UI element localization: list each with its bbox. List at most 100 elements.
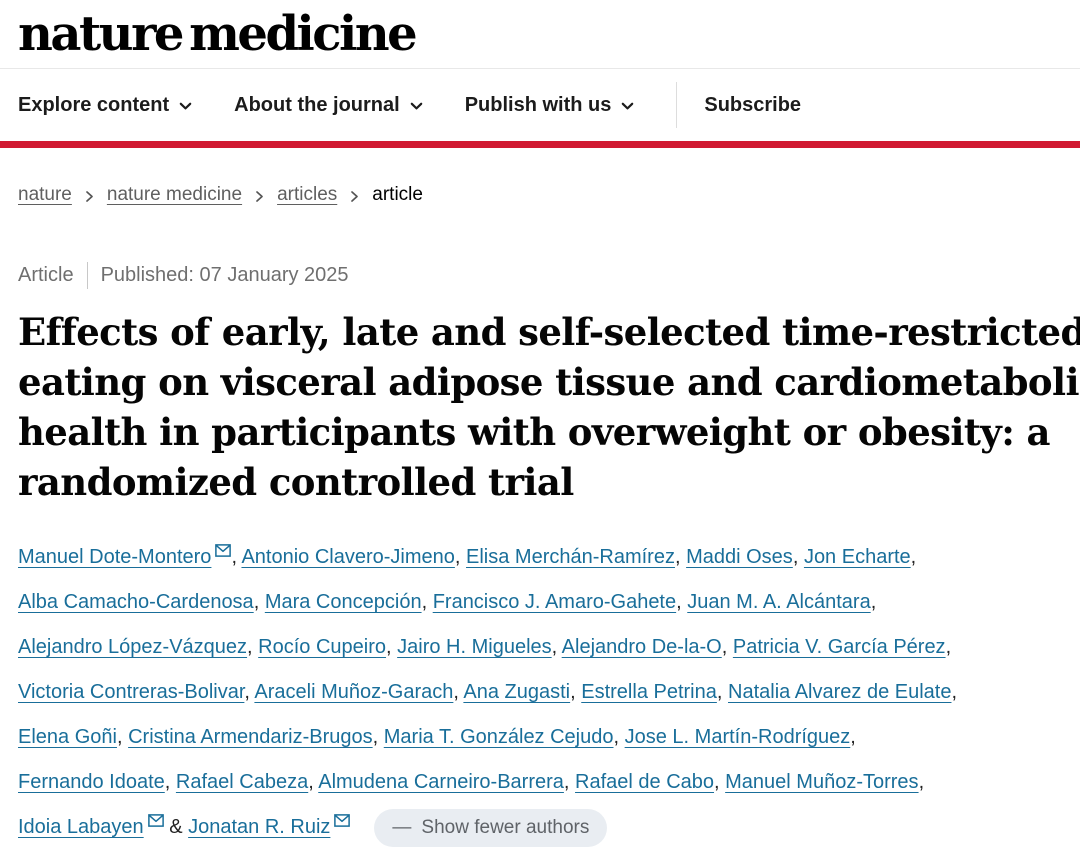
breadcrumb-item-nature[interactable]: nature bbox=[18, 184, 72, 205]
collapse-dash: — bbox=[392, 816, 412, 838]
author-separator: , bbox=[308, 771, 319, 793]
author-link-idoia-labayen[interactable]: Idoia Labayen bbox=[18, 816, 144, 838]
author-link-almudena-carneiro-barrera[interactable]: Almudena Carneiro-Barrera bbox=[318, 771, 564, 793]
article-title: Effects of early, late and self-selected… bbox=[18, 307, 1080, 507]
author-separator: , bbox=[945, 636, 952, 658]
author-link-estrella-petrina[interactable]: Estrella Petrina bbox=[581, 681, 717, 703]
author-separator: , bbox=[164, 771, 176, 793]
breadcrumb-separator-icon bbox=[255, 190, 264, 203]
article-meta: Article Published: 07 January 2025 bbox=[18, 262, 1062, 289]
breadcrumb-item-articles[interactable]: articles bbox=[277, 184, 338, 205]
breadcrumb: nature nature medicine articles article bbox=[18, 184, 1062, 206]
breadcrumb-item-nature-medicine[interactable]: nature medicine bbox=[106, 184, 243, 205]
author-separator: , bbox=[613, 726, 625, 748]
author-separator: , bbox=[792, 546, 804, 568]
author-link-manuel-mu-oz-torres[interactable]: Manuel Muñoz-Torres bbox=[725, 771, 919, 793]
author-link-natalia-alvarez-de-eulate[interactable]: Natalia Alvarez de Eulate bbox=[728, 681, 952, 703]
chevron-down-icon bbox=[621, 102, 634, 111]
author-link-manuel-dote-montero[interactable]: Manuel Dote-Montero bbox=[18, 546, 212, 568]
author-separator: , bbox=[918, 771, 925, 793]
article-title-line: health in participants with overweight o… bbox=[18, 410, 1051, 454]
author-link-jairo-h-migueles[interactable]: Jairo H. Migueles bbox=[397, 636, 552, 658]
author-separator: , bbox=[253, 591, 265, 613]
author-link-elena-go-i[interactable]: Elena Goñi bbox=[18, 726, 117, 748]
author-link-francisco-j-amaro-gahete[interactable]: Francisco J. Amaro-Gahete bbox=[432, 591, 677, 613]
article-type-label: Article bbox=[18, 264, 74, 286]
author-link-araceli-mu-oz-garach[interactable]: Araceli Muñoz-Garach bbox=[254, 681, 454, 703]
authors-block: Manuel Dote-Montero, Antonio Clavero-Jim… bbox=[18, 535, 1062, 850]
author-separator: , bbox=[951, 681, 958, 703]
author-separator: , bbox=[676, 591, 688, 613]
nav-item-publish-with-us[interactable]: Publish with us bbox=[465, 94, 635, 117]
show-fewer-label: Show fewer authors bbox=[421, 816, 590, 838]
brand-red-bar bbox=[0, 141, 1080, 148]
author-separator: , bbox=[563, 771, 576, 793]
email-icon[interactable] bbox=[215, 544, 232, 557]
author-separator: , bbox=[244, 681, 255, 703]
author-separator: , bbox=[716, 681, 728, 703]
author-link-antonio-clavero-jimeno[interactable]: Antonio Clavero-Jimeno bbox=[241, 546, 455, 568]
author-link-alba-camacho-cardenosa[interactable]: Alba Camacho-Cardenosa bbox=[18, 591, 254, 613]
author-separator: , bbox=[870, 591, 877, 613]
site-header: nature medicine Explore content About the… bbox=[0, 0, 1080, 148]
author-separator: , bbox=[910, 546, 917, 568]
author-separator: , bbox=[674, 546, 687, 568]
author-separator: , bbox=[551, 636, 562, 658]
article-title-line: Effects of early, late and self-selected… bbox=[18, 310, 1080, 354]
author-list: Manuel Dote-Montero, Antonio Clavero-Jim… bbox=[18, 544, 958, 838]
nav-item-subscribe[interactable]: Subscribe bbox=[704, 93, 802, 116]
author-link-maria-t-gonz-lez-cejudo[interactable]: Maria T. González Cejudo bbox=[383, 726, 614, 748]
article-title-line: eating on visceral adipose tissue and ca… bbox=[18, 360, 1080, 404]
author-separator: , bbox=[453, 681, 464, 703]
author-separator: , bbox=[570, 681, 582, 703]
author-separator: , bbox=[850, 726, 856, 748]
author-separator: , bbox=[714, 771, 726, 793]
author-separator: & bbox=[163, 816, 189, 838]
article-page: nature nature medicine articles article Art… bbox=[0, 184, 1080, 850]
author-link-rafael-cabeza[interactable]: Rafael Cabeza bbox=[175, 771, 309, 793]
author-link-cristina-armendariz-brugos[interactable]: Cristina Armendariz-Brugos bbox=[128, 726, 373, 748]
meta-divider bbox=[86, 262, 88, 289]
author-link-jon-echarte[interactable]: Jon Echarte bbox=[803, 546, 911, 568]
author-link-jose-l-mart-n-rodr-guez[interactable]: Jose L. Martín-Rodríguez bbox=[624, 726, 851, 748]
author-link-rafael-de-cabo[interactable]: Rafael de Cabo bbox=[575, 771, 715, 793]
author-link-mara-concepci-n[interactable]: Mara Concepción bbox=[264, 591, 422, 613]
author-link-jonatan-r-ruiz[interactable]: Jonatan R. Ruiz bbox=[188, 816, 331, 838]
nav-item-explore-content[interactable]: Explore content bbox=[18, 94, 192, 117]
email-icon[interactable] bbox=[334, 814, 351, 827]
breadcrumb-separator-icon bbox=[350, 190, 359, 203]
article-title-line: randomized controlled trial bbox=[18, 460, 574, 504]
author-link-maddi-oses[interactable]: Maddi Oses bbox=[686, 546, 793, 568]
author-link-ana-zugasti[interactable]: Ana Zugasti bbox=[463, 681, 571, 703]
author-separator: , bbox=[231, 546, 242, 568]
nav-item-label: About the journal bbox=[234, 93, 400, 116]
author-separator: , bbox=[454, 546, 467, 568]
show-fewer-authors-button[interactable]: — Show fewer authors bbox=[374, 808, 608, 847]
nav-item-label: Publish with us bbox=[464, 93, 612, 116]
author-separator: , bbox=[372, 726, 384, 748]
author-link-juan-m-a-alc-ntara[interactable]: Juan M. A. Alcántara bbox=[687, 591, 871, 613]
nav-divider bbox=[676, 82, 678, 128]
author-link-patricia-v-garc-a-p-rez[interactable]: Patricia V. García Pérez bbox=[732, 636, 946, 658]
journal-logo[interactable]: nature medicine bbox=[18, 6, 418, 62]
author-link-victoria-contreras-bolivar[interactable]: Victoria Contreras-Bolivar bbox=[18, 681, 245, 703]
author-separator: , bbox=[721, 636, 733, 658]
chevron-down-icon bbox=[179, 102, 192, 111]
author-link-alejandro-de-la-o[interactable]: Alejandro De-la-O bbox=[561, 636, 722, 658]
breadcrumb-separator-icon bbox=[85, 190, 94, 203]
author-separator: , bbox=[421, 591, 433, 613]
email-icon[interactable] bbox=[147, 814, 164, 827]
nav-item-about-the-journal[interactable]: About the journal bbox=[234, 94, 423, 117]
author-separator: , bbox=[116, 726, 129, 748]
chevron-down-icon bbox=[410, 102, 423, 111]
logo-row: nature medicine bbox=[0, 0, 1080, 69]
breadcrumb-item-article: article bbox=[372, 184, 423, 205]
author-link-alejandro-l-pez-v-zquez[interactable]: Alejandro López-Vázquez bbox=[18, 636, 248, 658]
main-nav: Explore content About the journal Publish … bbox=[0, 69, 1080, 141]
published-date: Published: 07 January 2025 bbox=[100, 264, 349, 286]
author-separator: , bbox=[386, 636, 398, 658]
author-link-elisa-merch-n-ram-rez[interactable]: Elisa Merchán-Ramírez bbox=[466, 546, 675, 568]
author-link-roc-o-cupeiro[interactable]: Rocío Cupeiro bbox=[258, 636, 387, 658]
author-link-fernando-idoate[interactable]: Fernando Idoate bbox=[18, 771, 165, 793]
author-separator: , bbox=[247, 636, 259, 658]
